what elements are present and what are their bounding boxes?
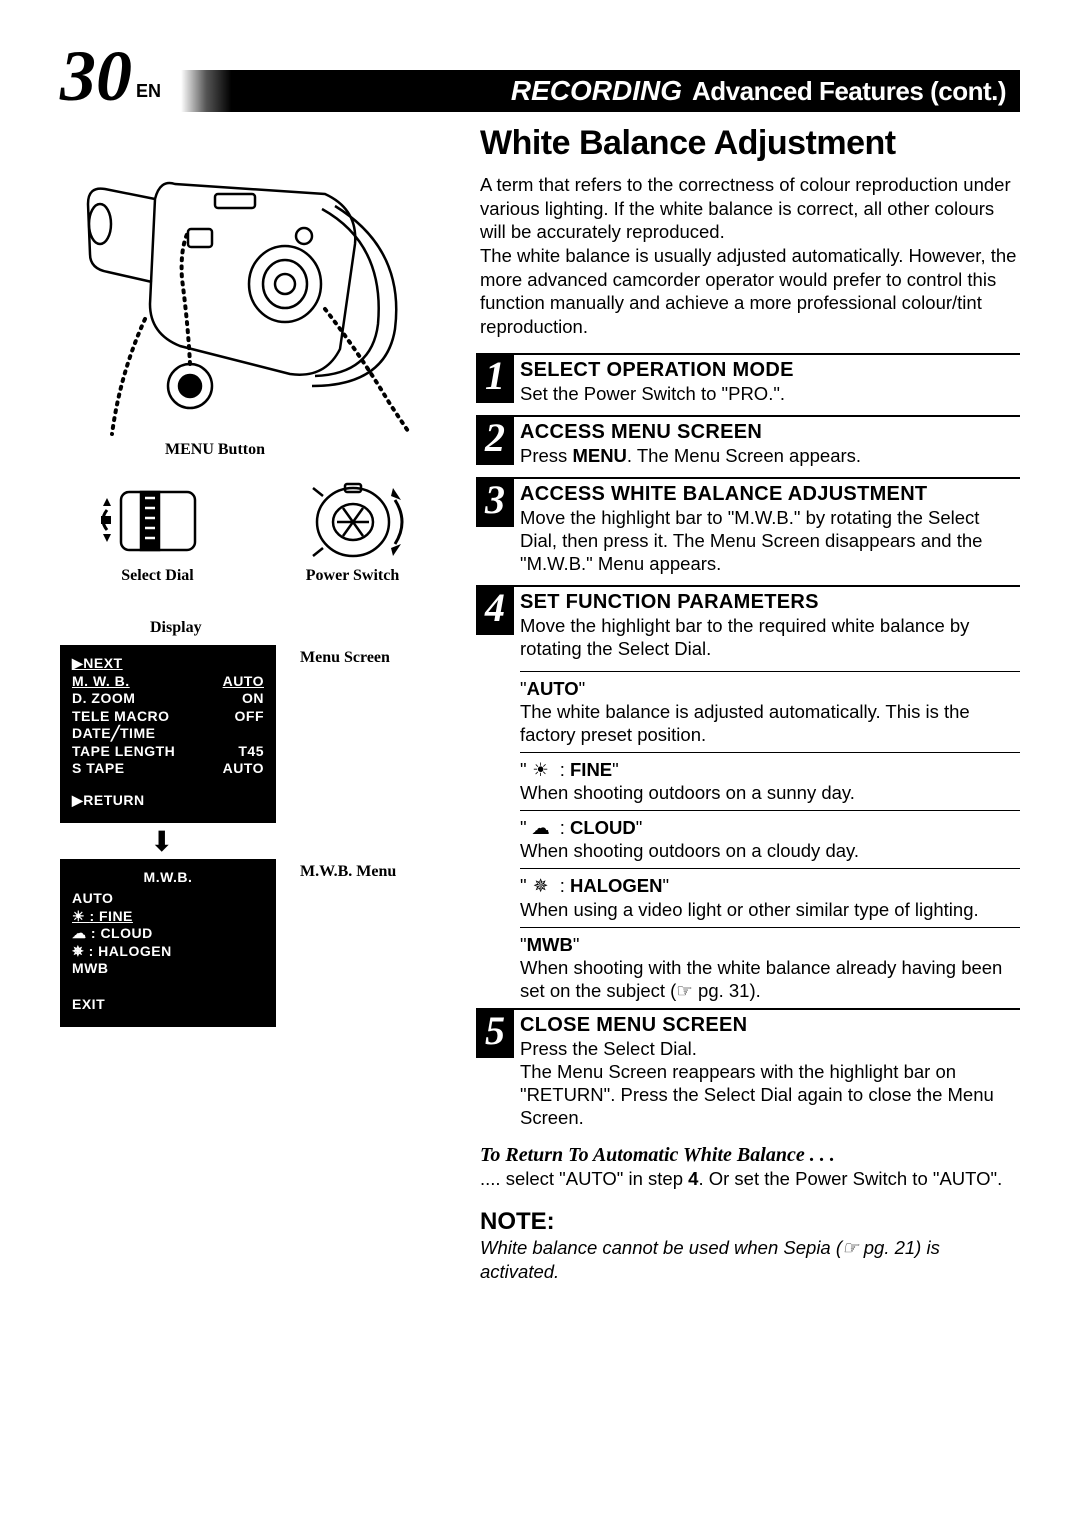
- step-title: ACCESS MENU SCREEN: [520, 421, 1020, 444]
- mwb-menu-row: M.W.B. AUTO ☀ : FINE ☁ : CLOUD ✵ : HALOG…: [60, 859, 450, 1028]
- step-title: SELECT OPERATION MODE: [520, 359, 1020, 382]
- step-body: Set the Power Switch to "PRO.".: [520, 382, 1020, 405]
- step: 3ACCESS WHITE BALANCE ADJUSTMENTMove the…: [480, 477, 1020, 575]
- page-suffix: EN: [136, 81, 161, 102]
- step-number: 5: [476, 1008, 514, 1058]
- lcd-row: D. ZOOM: [72, 690, 135, 708]
- step: 4SET FUNCTION PARAMETERSMove the highlig…: [480, 585, 1020, 660]
- dials-row: Select Dial: [60, 481, 450, 591]
- header-bar: RECORDING Advanced Features (cont.): [181, 70, 1020, 112]
- halogen-icon: ✵: [527, 874, 555, 897]
- step-body: Move the highlight bar to the required w…: [520, 614, 1020, 660]
- menu-screen-row: ▶NEXT M. W. B.AUTO D. ZOOMON TELE MACROO…: [60, 645, 450, 823]
- lcd-row: DATE╱TIME: [72, 725, 155, 743]
- wb-option: "✵ : HALOGEN"When using a video light or…: [520, 868, 1020, 926]
- wb-option: "☁ : CLOUD"When shooting outdoors on a c…: [520, 810, 1020, 868]
- power-switch-label: Power Switch: [265, 567, 441, 585]
- menu-screen-label: Menu Screen: [300, 649, 390, 667]
- lcd-row: ☁ : CLOUD: [72, 925, 264, 943]
- step-number: 4: [476, 585, 514, 635]
- step-number: 3: [476, 477, 514, 527]
- lcd-row: MWB: [72, 960, 264, 978]
- select-dial-label: Select Dial: [70, 567, 246, 585]
- right-column: White Balance Adjustment A term that ref…: [480, 124, 1020, 1284]
- header-advanced: Advanced Features (cont.): [692, 76, 1006, 107]
- lcd-row: M. W. B.: [72, 673, 130, 691]
- mwb-menu-label: M.W.B. Menu: [300, 863, 396, 881]
- step-number: 2: [476, 415, 514, 465]
- wb-option: "MWB"When shooting with the white balanc…: [520, 927, 1020, 1008]
- lcd-exit: EXIT: [72, 996, 264, 1014]
- lcd-row: ✵ : HALOGEN: [72, 943, 264, 961]
- wb-option: "AUTO"The white balance is adjusted auto…: [520, 671, 1020, 752]
- lcd-row: ▶NEXT: [72, 655, 123, 673]
- intro-text: A term that refers to the correctness of…: [480, 173, 1020, 339]
- step: 1SELECT OPERATION MODESet the Power Swit…: [480, 353, 1020, 405]
- sun-icon: ☀: [527, 758, 555, 781]
- menu-button-label: MENU Button: [165, 441, 265, 459]
- return-heading: To Return To Automatic White Balance . .…: [480, 1144, 1020, 1167]
- note-heading: NOTE:: [480, 1208, 1020, 1236]
- step-title: ACCESS WHITE BALANCE ADJUSTMENT: [520, 483, 1020, 506]
- step: 2ACCESS MENU SCREENPress MENU. The Menu …: [480, 415, 1020, 467]
- lcd-row: S TAPE: [72, 760, 125, 778]
- down-arrow-icon: ⬇: [150, 833, 450, 853]
- lcd-title: M.W.B.: [72, 869, 264, 887]
- lcd-row: AUTO: [72, 890, 264, 908]
- step-title: CLOSE MENU SCREEN: [520, 1014, 1020, 1037]
- left-column: MENU Button: [60, 124, 450, 1284]
- header-recording: RECORDING: [511, 75, 682, 107]
- page-header: 30 EN RECORDING Advanced Features (cont.…: [60, 40, 1020, 112]
- page-number: 30: [60, 40, 132, 112]
- power-switch-illustration: Power Switch: [265, 481, 441, 585]
- lcd-menu-screen: ▶NEXT M. W. B.AUTO D. ZOOMON TELE MACROO…: [60, 645, 276, 823]
- cloud-icon: ☁: [527, 816, 555, 839]
- note-body: White balance cannot be used when Sepia …: [480, 1236, 1020, 1283]
- step-body: Move the highlight bar to "M.W.B." by ro…: [520, 506, 1020, 575]
- return-body: .... select "AUTO" in step 4. Or set the…: [480, 1167, 1020, 1191]
- lcd-row: TELE MACRO: [72, 708, 170, 726]
- section-title: White Balance Adjustment: [480, 124, 1020, 163]
- lcd-row: TAPE LENGTH: [72, 743, 175, 761]
- camcorder-illustration: MENU Button: [60, 124, 450, 459]
- step-body: Press MENU. The Menu Screen appears.: [520, 444, 1020, 467]
- lcd-return: ▶RETURN: [72, 792, 264, 810]
- display-label: Display: [150, 619, 450, 637]
- lcd-mwb-menu: M.W.B. AUTO ☀ : FINE ☁ : CLOUD ✵ : HALOG…: [60, 859, 276, 1028]
- step-body: Press the Select Dial.The Menu Screen re…: [520, 1037, 1020, 1130]
- step-title: SET FUNCTION PARAMETERS: [520, 591, 1020, 614]
- select-dial-illustration: Select Dial: [70, 481, 246, 585]
- lcd-row: ☀ : FINE: [72, 908, 264, 926]
- step-number: 1: [476, 353, 514, 403]
- wb-option: "☀ : FINE"When shooting outdoors on a su…: [520, 752, 1020, 810]
- step: 5CLOSE MENU SCREENPress the Select Dial.…: [480, 1008, 1020, 1130]
